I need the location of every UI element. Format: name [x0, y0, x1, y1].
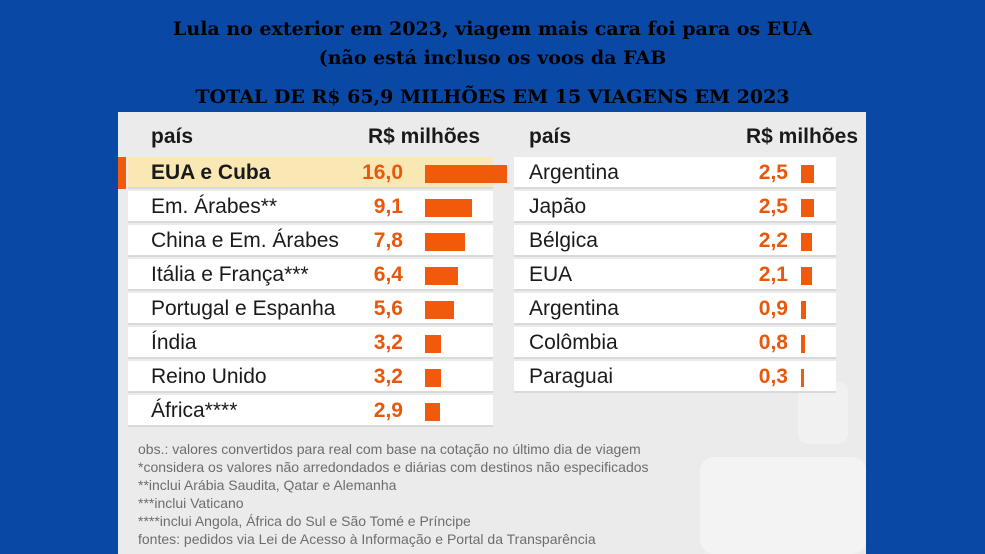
- value-bar: [425, 233, 465, 251]
- value-bar: [425, 301, 454, 319]
- row-value: 5,6: [373, 297, 403, 320]
- value-bar: [801, 233, 812, 251]
- column-header-value: R$ milhões: [746, 125, 859, 148]
- footnote-line: obs.: valores convertidos para real com …: [138, 441, 641, 457]
- value-bar: [425, 267, 458, 285]
- table-row: África**** 2,9: [128, 395, 493, 427]
- row-label: China e Em. Árabes: [151, 229, 339, 252]
- row-value: 0,3: [758, 365, 788, 388]
- chart-panel: país R$ milhões EUA e Cuba 16,0 Em. Árabes…: [118, 112, 866, 554]
- table-row: China e Em. Árabes 7,8: [128, 225, 493, 257]
- row-value: 2,1: [758, 263, 788, 286]
- table-row: Itália e França*** 6,4: [128, 259, 493, 291]
- total-summary: TOTAL DE R$ 65,9 MILHÕES EM 15 VIAGENS E…: [195, 86, 790, 108]
- row-value: 2,2: [758, 229, 788, 252]
- footnote-line: **inclui Arábia Saudita, Qatar e Alemanh…: [138, 477, 397, 493]
- row-label: Paraguai: [529, 365, 614, 388]
- table-row: Índia 3,2: [128, 327, 493, 359]
- row-label: Itália e França***: [151, 263, 309, 286]
- row-value: 7,8: [373, 229, 403, 252]
- value-bar: [801, 369, 804, 387]
- footnote-line: ****inclui Angola, África do Sul e São T…: [138, 513, 471, 529]
- value-bar: [425, 335, 441, 353]
- row-value: 2,5: [758, 195, 788, 218]
- value-bar: [801, 267, 812, 285]
- table-row: Portugal e Espanha 5,6: [128, 293, 493, 325]
- row-label: Colômbia: [529, 331, 618, 354]
- value-bar: [801, 301, 806, 319]
- column-header-value: R$ milhões: [368, 125, 481, 148]
- footnote-line: fontes: pedidos via Lei de Acesso à Info…: [138, 531, 596, 547]
- row-label: Argentina: [529, 297, 619, 320]
- decorative-shape: [700, 457, 866, 554]
- highlight-marker: [118, 157, 126, 189]
- table-row: Argentina 2,5: [514, 157, 836, 189]
- footnotes: obs.: valores convertidos para real com …: [138, 440, 838, 548]
- table-row: Bélgica 2,2: [514, 225, 836, 257]
- title-line-1: Lula no exterior em 2023, viagem mais ca…: [173, 18, 812, 40]
- row-label: Índia: [151, 331, 197, 354]
- value-bar: [801, 165, 814, 183]
- table-row: EUA e Cuba 16,0: [118, 157, 507, 189]
- table-row: Reino Unido 3,2: [128, 361, 493, 393]
- row-label: Portugal e Espanha: [151, 297, 336, 320]
- table-row: Em. Árabes** 9,1: [128, 191, 493, 223]
- row-value: 0,9: [758, 297, 788, 320]
- table-row: Colômbia 0,8: [514, 327, 836, 359]
- table-row: EUA 2,1: [514, 259, 836, 291]
- row-label: EUA e Cuba: [151, 161, 271, 184]
- table-row: Paraguai 0,3: [514, 361, 836, 393]
- value-bar: [425, 165, 507, 183]
- row-value: 16,0: [362, 161, 403, 184]
- row-label: África****: [151, 399, 238, 422]
- row-value: 0,8: [758, 331, 788, 354]
- value-bar: [425, 403, 440, 421]
- value-bar: [801, 199, 814, 217]
- row-value: 6,4: [373, 263, 403, 286]
- row-value: 2,9: [373, 399, 403, 422]
- value-bar: [425, 199, 472, 217]
- row-label: EUA: [529, 263, 573, 286]
- value-bar: [801, 335, 805, 353]
- column-header-country: país: [151, 125, 194, 148]
- row-value: 3,2: [373, 331, 403, 354]
- row-label: Bélgica: [529, 229, 598, 252]
- row-label: Argentina: [529, 161, 619, 184]
- row-value: 2,5: [758, 161, 788, 184]
- value-bar: [425, 369, 441, 387]
- title-line-2: (não está incluso os voos da FAB: [318, 47, 667, 69]
- row-value: 3,2: [373, 365, 403, 388]
- table-row: Japão 2,5: [514, 191, 836, 223]
- row-value: 9,1: [373, 195, 403, 218]
- row-label: Reino Unido: [151, 365, 267, 388]
- row-label: Japão: [529, 195, 587, 218]
- footnote-line: ***inclui Vaticano: [138, 495, 244, 511]
- column-header-country: país: [529, 125, 572, 148]
- table-row: Argentina 0,9: [514, 293, 836, 325]
- footnote-line: *considera os valores não arredondados e…: [138, 459, 649, 475]
- row-label: Em. Árabes**: [151, 195, 278, 218]
